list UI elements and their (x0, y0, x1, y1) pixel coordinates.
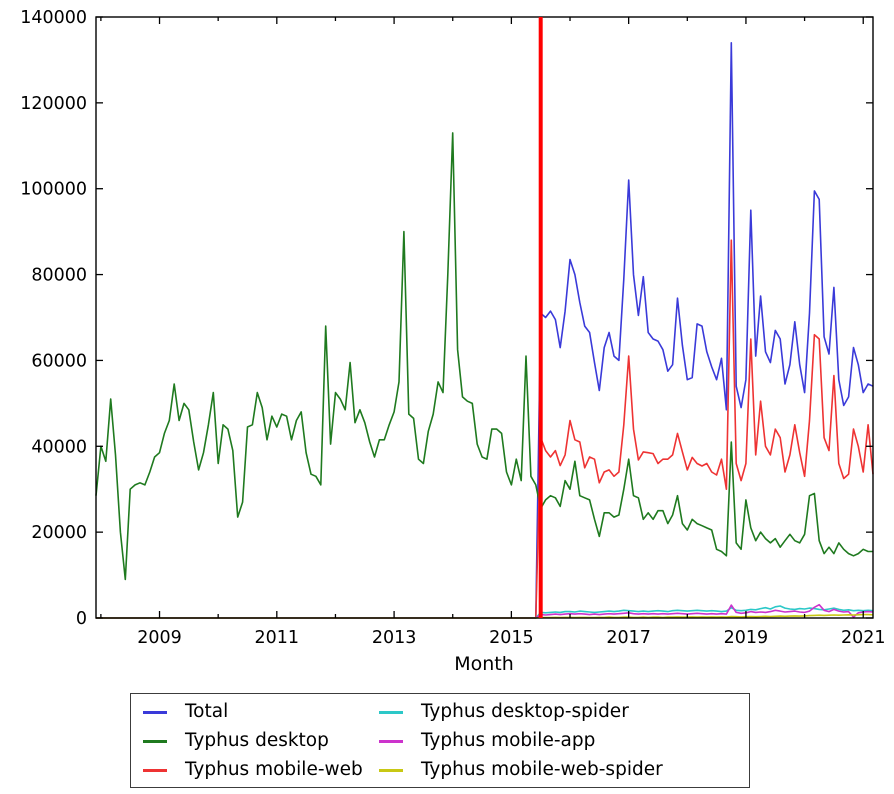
y-tick-label: 80000 (31, 266, 87, 286)
y-tick-label: 40000 (31, 437, 87, 457)
x-tick-label: 2011 (255, 628, 300, 648)
mobile-app-line-swatch-icon (379, 740, 403, 743)
legend-label: Typhus desktop (185, 730, 329, 752)
mobile-web-spider-line-swatch-icon (379, 769, 403, 772)
axes: 2009 2011 2013 2015 2017 2019 2021 0 20000 40000 6… (20, 8, 885, 648)
x-axis-title: Month (454, 653, 514, 675)
series-line-desktop (95, 132, 873, 581)
y-tick-label: 120000 (20, 94, 87, 114)
legend-label: Total (185, 701, 229, 723)
desktop-line-swatch-icon (143, 740, 167, 743)
legend-label: Typhus mobile-web (185, 759, 363, 781)
x-tick-label: 2021 (841, 628, 886, 648)
legend-item-mobile-app: Typhus mobile-app (379, 727, 663, 756)
desktop-spider-line-swatch-icon (379, 711, 403, 714)
legend-column-2: Typhus desktop-spider Typhus mobile-app … (379, 698, 663, 785)
y-tick-label: 60000 (31, 351, 87, 371)
mobile-web-line-swatch-icon (143, 769, 167, 772)
x-tick-label: 2009 (137, 628, 182, 648)
legend-item-desktop: Typhus desktop (143, 727, 363, 756)
legend-label: Typhus mobile-app (421, 730, 596, 752)
x-tick-label: 2017 (606, 628, 651, 648)
y-tick-label: 0 (76, 609, 87, 629)
y-tick-label: 100000 (20, 180, 87, 200)
y-tick-label: 20000 (31, 523, 87, 543)
plot-border (95, 16, 874, 619)
total-line-swatch-icon (143, 711, 167, 714)
legend-item-desktop-spider: Typhus desktop-spider (379, 698, 663, 727)
x-tick-label: 2013 (372, 628, 417, 648)
legend-item-total: Total (143, 698, 363, 727)
legend-label: Typhus mobile-web-spider (421, 759, 663, 781)
legend-item-mobile-web: Typhus mobile-web (143, 756, 363, 785)
chart-legend: Total Typhus desktop Typhus mobile-web T… (130, 693, 750, 788)
legend-column-1: Total Typhus desktop Typhus mobile-web (143, 698, 363, 785)
series-line-total (96, 41, 874, 619)
x-tick-label: 2015 (489, 628, 534, 648)
series-line-mobile-web (96, 239, 874, 619)
legend-label: Typhus desktop-spider (421, 701, 629, 723)
y-tick-label: 140000 (20, 8, 87, 28)
legend-item-mobile-web-spider: Typhus mobile-web-spider (379, 756, 663, 785)
series-lines (95, 41, 874, 619)
x-tick-label: 2019 (724, 628, 769, 648)
